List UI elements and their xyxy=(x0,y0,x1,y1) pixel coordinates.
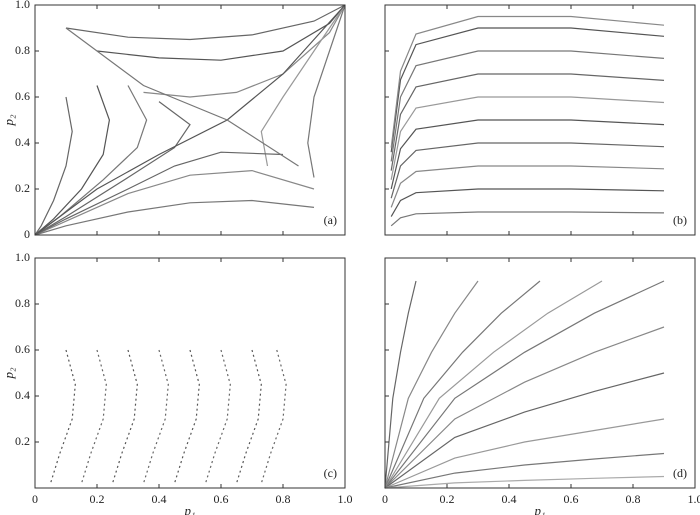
trajectory xyxy=(384,280,541,489)
y-tick-label: 0.6 xyxy=(15,342,30,356)
trajectory xyxy=(34,85,148,236)
x-tick-label: 0.4 xyxy=(152,492,167,506)
y-axis-label: p₂ xyxy=(1,367,16,380)
trajectory xyxy=(390,50,665,162)
trajectory xyxy=(204,349,231,484)
trajectory xyxy=(390,96,665,180)
trajectory xyxy=(96,4,346,61)
trajectory xyxy=(390,165,665,208)
trajectory xyxy=(34,96,73,236)
plot-frame xyxy=(384,257,696,489)
trajectory xyxy=(384,280,417,489)
y-tick-label: 0.4 xyxy=(15,388,30,402)
trajectory xyxy=(384,280,479,489)
y-tick-label: 1.0 xyxy=(15,0,30,11)
trajectory xyxy=(390,73,665,171)
y-axis-label: p₂ xyxy=(1,114,16,127)
plot-frame xyxy=(34,4,346,236)
trajectory xyxy=(384,280,665,489)
panel-label: (d) xyxy=(673,466,687,480)
x-tick-label: 0.8 xyxy=(626,492,641,506)
x-tick-label: 1.0 xyxy=(338,492,353,506)
x-tick-label: 0 xyxy=(382,492,388,506)
trajectory xyxy=(384,452,665,489)
trajectory xyxy=(34,151,284,236)
trajectory xyxy=(307,4,346,178)
trajectory xyxy=(49,349,76,484)
trajectory xyxy=(65,4,346,41)
y-tick-label: 1.0 xyxy=(15,250,30,264)
x-axis-label: p₁ xyxy=(533,503,545,515)
y-tick-label: 0.2 xyxy=(15,181,30,195)
x-tick-label: 0.6 xyxy=(564,492,579,506)
y-tick-label: 0.2 xyxy=(15,434,30,448)
plot-frame xyxy=(34,257,346,489)
trajectory xyxy=(384,280,603,489)
x-axis-label: p₁ xyxy=(183,503,195,515)
trajectory xyxy=(390,15,665,148)
y-tick-label: 0 xyxy=(24,227,30,241)
x-tick-label: 0.2 xyxy=(90,492,105,506)
panel-label: (b) xyxy=(673,213,687,227)
x-tick-label: 0 xyxy=(32,492,38,506)
y-tick-label: 0.4 xyxy=(15,135,30,149)
plot-frame xyxy=(384,4,696,236)
trajectory xyxy=(34,101,191,236)
x-tick-label: 0.4 xyxy=(502,492,517,506)
trajectory xyxy=(111,349,138,484)
trajectory xyxy=(143,4,346,98)
trajectory xyxy=(390,211,665,227)
x-tick-label: 0.6 xyxy=(214,492,229,506)
x-tick-label: 0.2 xyxy=(440,492,455,506)
trajectory xyxy=(235,349,262,484)
y-tick-label: 0.8 xyxy=(15,43,30,57)
y-tick-label: 0.8 xyxy=(15,296,30,310)
trajectory xyxy=(260,349,287,484)
trajectory xyxy=(390,188,665,217)
trajectory xyxy=(384,372,665,489)
x-tick-label: 0.8 xyxy=(276,492,291,506)
trajectory xyxy=(390,119,665,190)
trajectory xyxy=(80,349,107,484)
trajectory xyxy=(65,27,299,167)
trajectory xyxy=(390,142,665,199)
trajectory xyxy=(384,326,665,489)
y-tick-label: 0.6 xyxy=(15,89,30,103)
trajectory xyxy=(34,85,111,236)
panel-label: (a) xyxy=(324,213,337,227)
trajectory xyxy=(384,475,665,489)
trajectory xyxy=(173,349,200,484)
trajectory xyxy=(260,4,346,167)
trajectory xyxy=(390,27,665,153)
trajectory xyxy=(384,418,665,489)
trajectory xyxy=(34,4,346,236)
trajectory xyxy=(142,349,169,484)
trajectory xyxy=(34,169,315,236)
panel-label: (c) xyxy=(324,466,337,480)
x-tick-label: 1.0 xyxy=(688,492,700,506)
trajectory xyxy=(34,199,315,236)
